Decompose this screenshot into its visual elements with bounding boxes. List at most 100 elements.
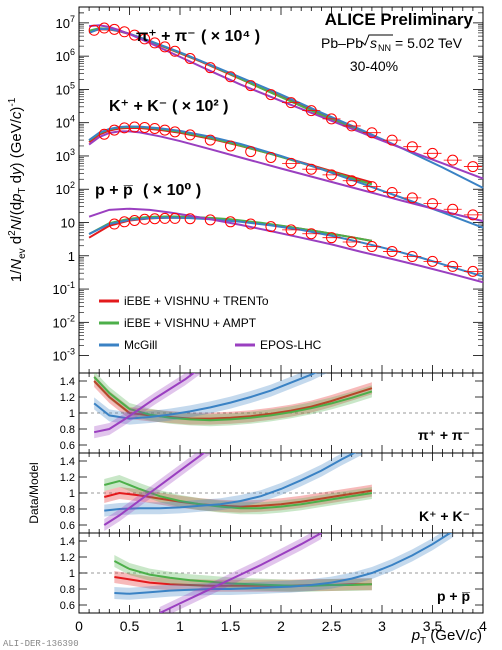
spectrum-curve-kaons-mcgill (88, 125, 484, 229)
data-point-protons (305, 228, 317, 240)
y-tick-label: 102 (56, 180, 75, 197)
data-point-protons (467, 265, 479, 277)
data-point-pions (129, 29, 141, 41)
data-point-pions (108, 23, 120, 35)
data-point-protons (386, 245, 398, 257)
ratio-curve-iebe-vishnu-ampt (113, 560, 372, 587)
y-tick-label: 10-1 (53, 280, 75, 297)
data-point-pions (285, 97, 297, 109)
data-point-pions (204, 62, 216, 74)
svg-text:s: s (370, 35, 377, 51)
y-tick-label: 106 (56, 47, 75, 64)
legend-label-epos: EPOS-LHC (260, 338, 322, 352)
data-point-pions (467, 161, 479, 173)
svg-text:( × 10⁰ ): ( × 10⁰ ) (143, 182, 201, 199)
svg-text:π⁺ + π⁻: π⁺ + π⁻ (136, 28, 196, 45)
data-point-kaons (447, 203, 459, 215)
ratio-y-tick-label: 1.2 (60, 552, 75, 564)
data-point-protons (108, 218, 120, 230)
y-tick-label: 10-3 (53, 347, 75, 364)
sqrt-snn-symbol: s NN (361, 34, 393, 53)
ratio-curve-mcgill (104, 453, 357, 512)
ratio-y-tick-label: 0.8 (60, 424, 75, 436)
legend-label-mcgill: McGill (124, 338, 157, 352)
ratio-y-tick-label: 1 (69, 488, 75, 500)
data-point-pions (305, 105, 317, 117)
centrality-label: 30-40% (350, 58, 398, 74)
y-tick-label: 10-2 (53, 313, 75, 330)
y-tick-label: 104 (56, 114, 75, 131)
ratio-curve-iebe-vishnu-trento (93, 380, 373, 420)
data-point-pions (88, 24, 100, 36)
ratio-y-tick-label: 1.2 (60, 472, 75, 484)
ratio-band-iebe-vishnu-trento (94, 375, 372, 425)
x-tick-label: 1.5 (221, 618, 241, 634)
data-point-protons (366, 241, 378, 253)
y-tick-label: 1 (68, 249, 75, 264)
svg-text:( × 10⁴ ): ( × 10⁴ ) (201, 28, 260, 45)
data-point-kaons (366, 181, 378, 193)
ratio-band-mcgill (94, 373, 328, 425)
data-point-protons (427, 255, 438, 267)
svg-text:K⁺ + K⁻: K⁺ + K⁻ (109, 98, 167, 115)
data-point-kaons (108, 124, 120, 136)
ratio-label-pions: π⁺ + π⁻ (418, 427, 470, 443)
data-point-pions (139, 33, 151, 45)
x-axis-title: pT (GeV/c) (411, 627, 482, 647)
species-label-pions: π⁺ + π⁻ ( × 10⁴ ) (136, 28, 260, 45)
data-point-kaons (386, 186, 398, 198)
model-curves (88, 24, 484, 613)
data-point-kaons (245, 146, 257, 158)
species-label-protons: p + p̅ ( × 10⁰ ) (95, 182, 201, 199)
ratio-curve-epos-lhc (103, 453, 206, 526)
data-point-pions (427, 147, 438, 159)
ratio-y-tick-label: 0.6 (60, 520, 75, 532)
svg-text:( × 10² ): ( × 10² ) (172, 98, 228, 115)
axis-ticks: 0 0.5 1 1.5 2 2.5 3 3.5 410-310-210-111010210310… (53, 6, 487, 634)
data-point-protons (346, 236, 358, 248)
spectrum-curve-protons-epos-lhc (88, 207, 484, 284)
data-point-kaons (204, 134, 216, 146)
x-tick-label: 3 (378, 618, 386, 634)
data-point-kaons (169, 126, 181, 138)
y-tick-label: 10 (61, 216, 75, 231)
data-point-kaons (265, 151, 277, 163)
ratio-band-iebe-vishnu-ampt (94, 373, 372, 427)
data-point-kaons (467, 209, 479, 221)
data-point-pions (326, 113, 337, 125)
spectrum-curve-kaons-epos-lhc (88, 130, 484, 223)
y-tick-label: 105 (56, 80, 75, 97)
data-point-protons (169, 212, 181, 224)
data-point-pions (386, 134, 398, 146)
spectra-y-axis-title: 1/Nev d2N/(dpT dy) (GeV/c)-1 (7, 97, 28, 282)
data-point-pions (184, 52, 196, 64)
ratio-band-iebe-vishnu-trento (104, 484, 372, 513)
data-point-kaons (406, 192, 418, 204)
ratio-band-mcgill (104, 453, 362, 517)
data-point-kaons (225, 140, 236, 152)
data-point-kaons (98, 128, 110, 140)
data-point-kaons (326, 169, 337, 181)
data-point-pions (406, 141, 418, 153)
ratio-y-axis-title: Data/Model (27, 462, 41, 523)
collision-energy: = 5.02 TeV (395, 35, 463, 51)
svg-text:NN: NN (378, 43, 391, 53)
x-tick-label: 2 (277, 618, 285, 634)
ratio-y-tick-label: 1.4 (60, 456, 75, 468)
legend-label-ampt: iEBE + VISHNU + AMPT (124, 316, 257, 330)
ratio-y-tick-label: 0.6 (60, 600, 75, 612)
ratio-curve-iebe-vishnu-ampt (103, 479, 373, 510)
ratio-label-kaons: K⁺ + K⁻ (419, 508, 470, 524)
ratio-y-tick-label: 1.2 (60, 392, 75, 404)
x-tick-label: 1 (176, 618, 184, 634)
data-point-pions (225, 71, 236, 83)
ratio-y-tick-label: 1 (69, 568, 75, 580)
legend-label-trento: iEBE + VISHNU + TRENTo (124, 294, 269, 308)
ratio-curve-epos-lhc (159, 533, 322, 613)
x-tick-label: 0.5 (120, 618, 140, 634)
data-point-kaons (184, 129, 196, 141)
experiment-label: ALICE Preliminary (325, 10, 474, 29)
data-point-protons (225, 216, 236, 228)
data-point-pions (169, 45, 181, 57)
ratio-y-tick-label: 0.8 (60, 504, 75, 516)
